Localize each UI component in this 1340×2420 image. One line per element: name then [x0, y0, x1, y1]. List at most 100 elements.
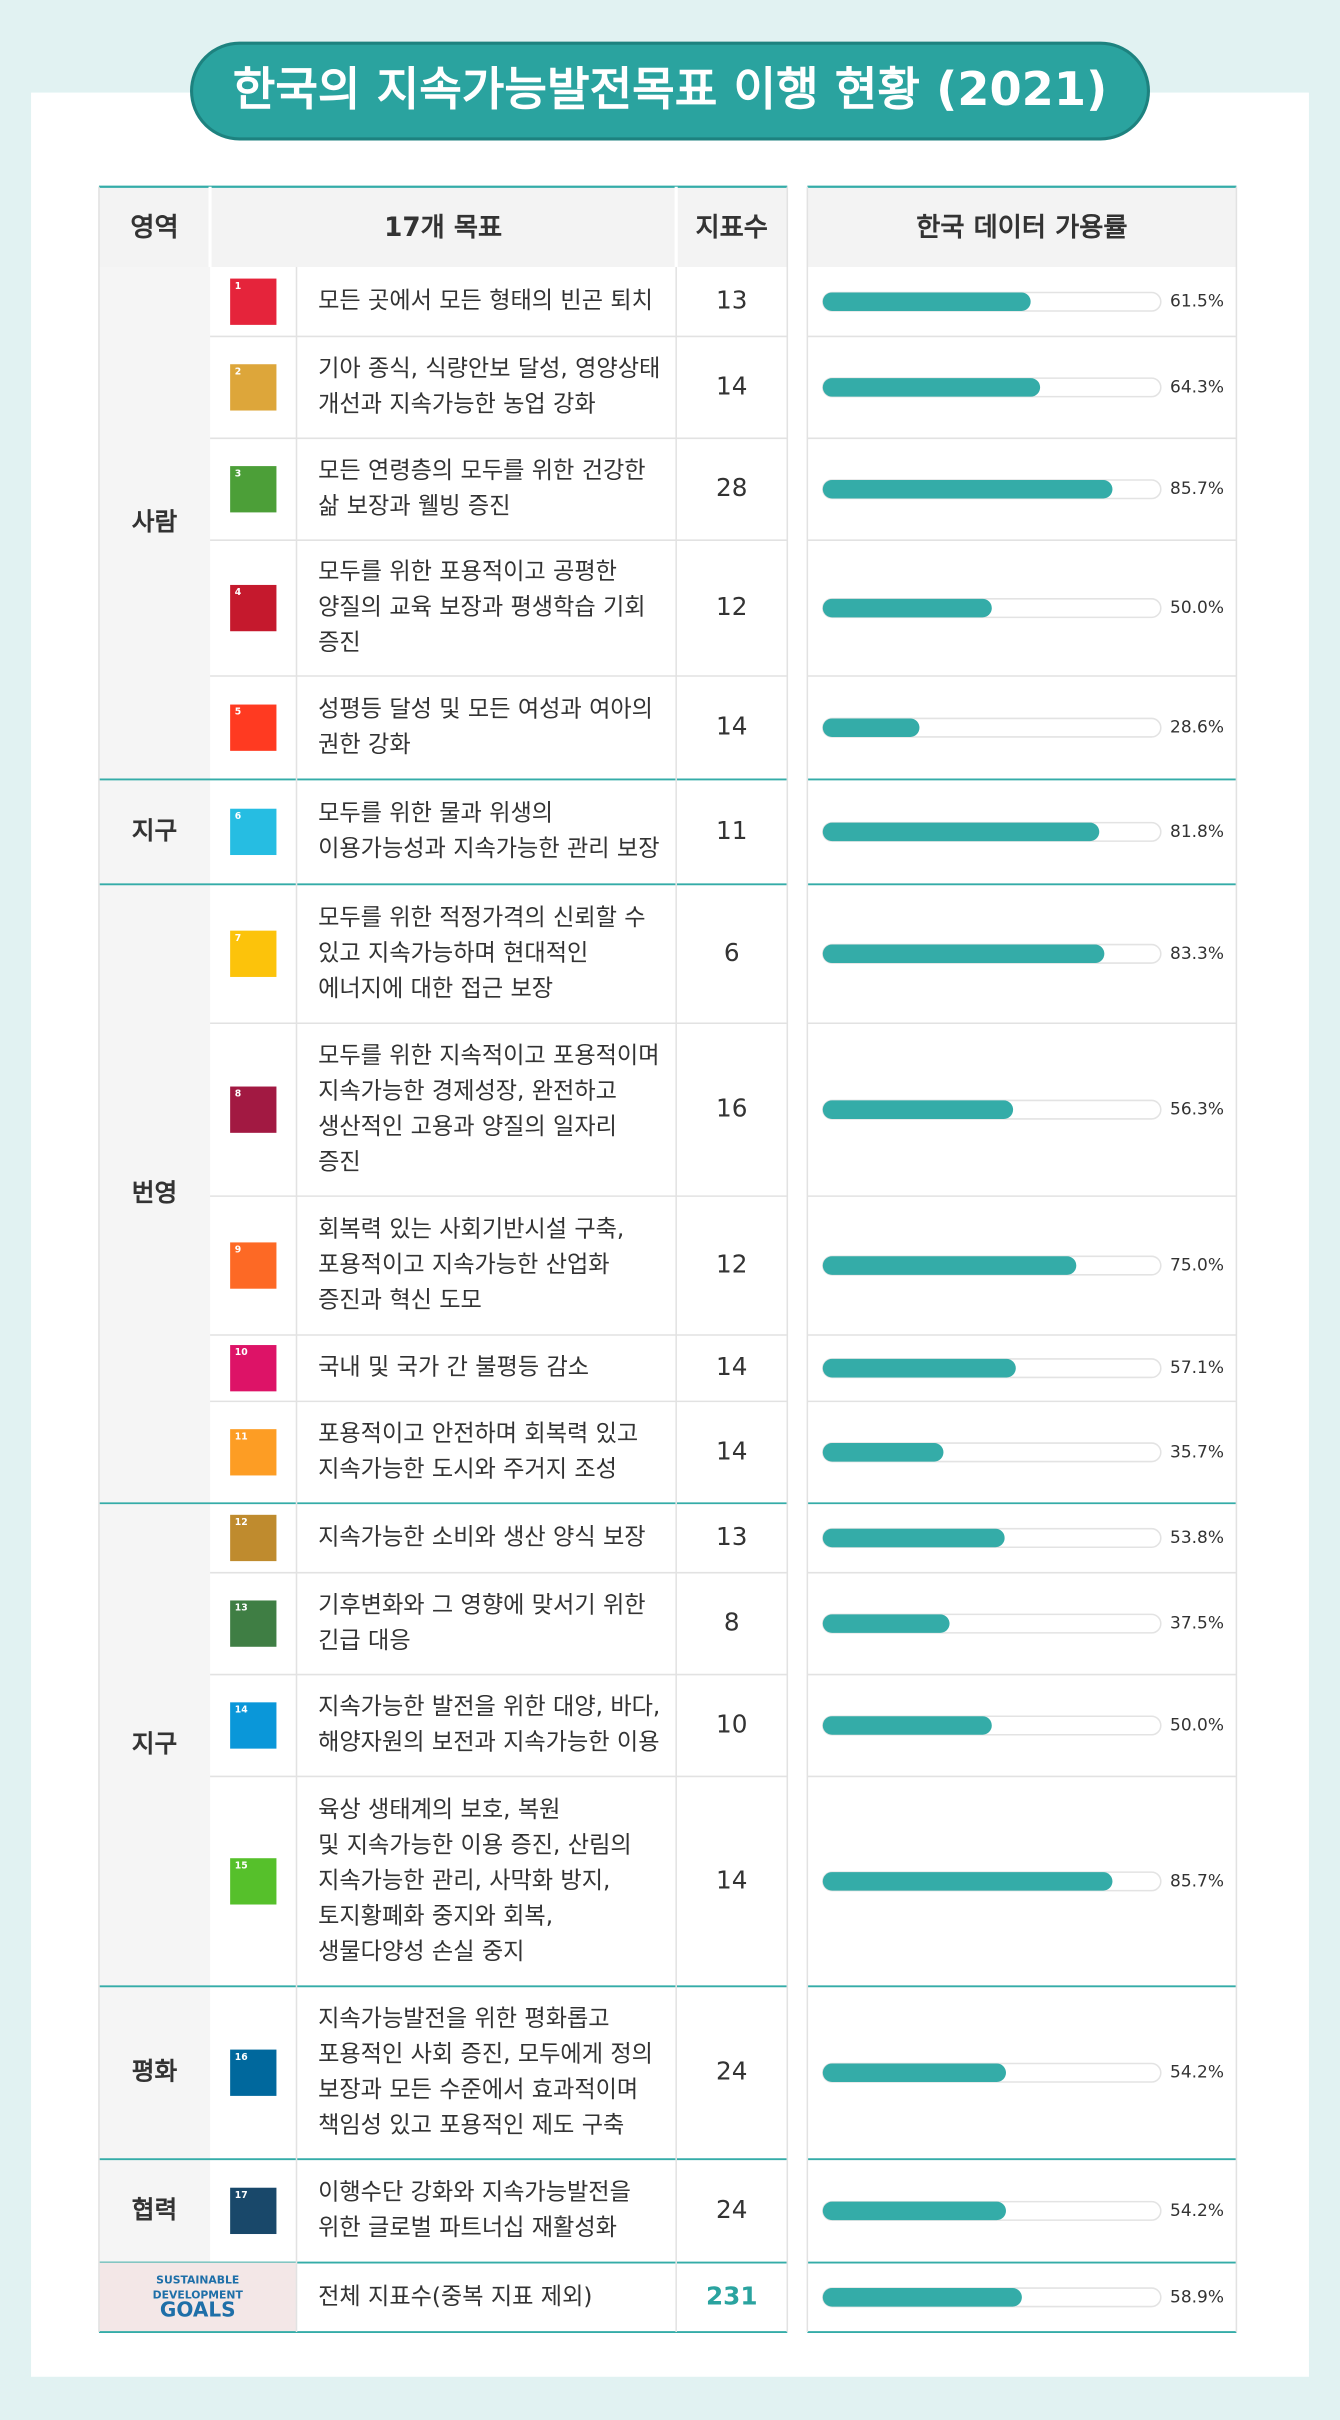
- sdg-number: 15: [235, 1860, 248, 1871]
- bar: [822, 1872, 1113, 1891]
- goal-text: 포용적이고 안전하며 회복력 있고: [318, 1421, 638, 1447]
- sdg-number: 10: [235, 1347, 248, 1358]
- area-bg: [98, 1503, 211, 1987]
- sdg-icon: [230, 1345, 277, 1392]
- bar: [822, 1614, 950, 1633]
- sdg-number: 4: [235, 587, 242, 598]
- sdg-icon: [230, 1858, 277, 1905]
- area-bg: [98, 267, 211, 780]
- bar: [822, 1100, 1014, 1119]
- goal-text: 있고 지속가능하며 현대적인: [318, 940, 588, 966]
- sdg-icon: [230, 1600, 277, 1647]
- sdg-icon: [230, 1702, 277, 1749]
- goal-text: 기아 종식, 식량안보 달성, 영양상태: [318, 356, 660, 382]
- logo-text: DEVELOPMENT: [153, 2289, 244, 2302]
- rate-label: 50.0%: [1170, 1715, 1224, 1735]
- header-bg: [807, 186, 1237, 268]
- area-label: 협력: [132, 2195, 177, 2224]
- count: 12: [716, 592, 747, 621]
- area-label: 지구: [132, 816, 177, 845]
- area-label: 지구: [132, 1729, 177, 1758]
- sdg-number: 3: [235, 468, 241, 479]
- rate-label: 54.2%: [1170, 2063, 1224, 2083]
- count: 24: [716, 2195, 747, 2224]
- goal-text: 증진: [318, 1149, 361, 1175]
- rate-label: 64.3%: [1170, 377, 1224, 397]
- header-label: 한국 데이터 가용률: [916, 213, 1127, 243]
- logo-text: GOALS: [160, 2298, 236, 2322]
- count: 13: [716, 1522, 747, 1551]
- count: 8: [724, 1608, 740, 1637]
- rate-label: 37.5%: [1170, 1614, 1224, 1634]
- rate-label: 83.3%: [1170, 944, 1224, 964]
- sdg-number: 13: [235, 1603, 248, 1614]
- bar: [822, 598, 992, 618]
- bar: [822, 378, 1041, 397]
- count: 14: [716, 371, 747, 400]
- goal-text: 지속가능한 발전을 위한 대양, 바다,: [318, 1694, 660, 1720]
- goal-text: 모두를 위한 지속적이고 포용적이며: [318, 1043, 659, 1069]
- rate-label: 56.3%: [1170, 1100, 1224, 1120]
- sdg-icon: [230, 2049, 277, 2096]
- sdg-icon: [230, 584, 277, 632]
- count: 14: [716, 1352, 747, 1381]
- goal-text: 회복력 있는 사회기반시설 구축,: [318, 1217, 624, 1243]
- count: 11: [716, 816, 747, 845]
- goal-text: 모두를 위한 물과 위생의: [318, 801, 553, 827]
- goal-text: 해양자원의 보전과 지속가능한 이용: [318, 1730, 659, 1756]
- rate-label: 35.7%: [1170, 1442, 1224, 1462]
- sdg-number: 17: [235, 2190, 248, 2201]
- goal-text: 포용적이고 지속가능한 산업화: [318, 1252, 609, 1278]
- bar: [822, 718, 920, 737]
- goal-text: 국내 및 국가 간 불평등 감소: [318, 1355, 589, 1381]
- sdg-icon: [230, 704, 277, 751]
- sdg-number: 14: [235, 1705, 248, 1716]
- goal-text: 토지황폐화 중지와 회복,: [318, 1903, 553, 1929]
- header-label: 영역: [130, 213, 178, 243]
- area-label: 평화: [132, 2057, 178, 2086]
- bar: [822, 2063, 1006, 2083]
- goal-text: 성평등 달성 및 모든 여성과 여아의: [318, 696, 653, 722]
- bar: [822, 944, 1105, 964]
- goal-text: 모든 연령층의 모두를 위한 건강한: [318, 458, 645, 484]
- count: 6: [724, 938, 740, 967]
- logo-bg: [98, 2262, 297, 2333]
- area-bg: [98, 1986, 211, 2160]
- rate-label: 81.8%: [1170, 822, 1224, 842]
- goal-text: 지속가능한 관리, 사막화 방지,: [318, 1868, 610, 1894]
- count: 12: [716, 1250, 747, 1279]
- count: 24: [716, 2057, 747, 2086]
- bar: [822, 1256, 1077, 1275]
- goal-text: 포용적인 사회 증진, 모두에게 정의: [318, 2041, 653, 2067]
- bar: [822, 1716, 992, 1735]
- goal-text: 생산적인 고용과 양질의 일자리: [318, 1114, 617, 1140]
- goal-text: 권한 강화: [318, 732, 411, 758]
- goal-text: 양질의 교육 보장과 평생학습 기회: [318, 595, 645, 621]
- sdg-icon: [230, 1429, 277, 1476]
- sdg-icon: [230, 808, 277, 856]
- sdg-number: 8: [235, 1089, 241, 1100]
- goal-text: 모두를 위한 포용적이고 공평한: [318, 559, 617, 585]
- rate-label: 75.0%: [1170, 1256, 1224, 1276]
- sdg-number: 16: [235, 2052, 248, 2063]
- area-bg: [98, 779, 211, 885]
- header-label: 지표수: [696, 213, 768, 243]
- goal-text: 보장과 모든 수준에서 효과적이며: [318, 2077, 638, 2103]
- goal-text: 및 지속가능한 이용 증진, 산림의: [318, 1832, 632, 1858]
- bar: [822, 479, 1113, 499]
- bar: [822, 1528, 1005, 1548]
- goal-text: 모든 곳에서 모든 형태의 빈곤 퇴치: [318, 288, 653, 314]
- goal-text: 육상 생태계의 보호, 복원: [318, 1797, 560, 1823]
- sdg-number: 11: [235, 1431, 248, 1442]
- logo-text: SUSTAINABLE: [156, 2273, 239, 2286]
- rate-label: 85.7%: [1170, 1871, 1224, 1891]
- bar: [822, 1358, 1016, 1378]
- goal-text: 위한 글로벌 파트너십 재활성화: [318, 2215, 617, 2241]
- goal-text: 증진: [318, 630, 361, 656]
- bar: [822, 822, 1100, 842]
- sdg-number: 5: [235, 707, 241, 718]
- count: 28: [716, 473, 747, 502]
- total-count: 231: [706, 2281, 758, 2310]
- rate-label: 50.0%: [1170, 598, 1224, 618]
